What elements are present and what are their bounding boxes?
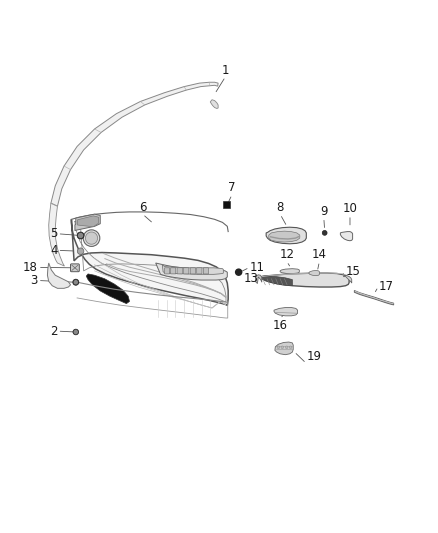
Ellipse shape bbox=[79, 233, 82, 238]
FancyBboxPatch shape bbox=[190, 268, 195, 274]
Ellipse shape bbox=[322, 230, 327, 235]
Ellipse shape bbox=[79, 249, 82, 253]
Text: 8: 8 bbox=[276, 201, 284, 214]
Text: 14: 14 bbox=[312, 248, 327, 261]
Polygon shape bbox=[309, 270, 319, 276]
Text: 9: 9 bbox=[320, 205, 328, 217]
Text: 7: 7 bbox=[228, 181, 236, 195]
FancyBboxPatch shape bbox=[177, 268, 182, 274]
Text: 3: 3 bbox=[30, 274, 38, 287]
Text: 13: 13 bbox=[244, 272, 258, 285]
Ellipse shape bbox=[73, 279, 79, 285]
Polygon shape bbox=[71, 220, 228, 305]
FancyBboxPatch shape bbox=[164, 268, 170, 274]
Ellipse shape bbox=[78, 248, 84, 254]
Polygon shape bbox=[340, 231, 353, 241]
Ellipse shape bbox=[286, 346, 288, 349]
Circle shape bbox=[236, 269, 242, 275]
Text: 15: 15 bbox=[346, 265, 360, 278]
Polygon shape bbox=[269, 231, 300, 242]
Polygon shape bbox=[261, 273, 349, 287]
Text: 18: 18 bbox=[23, 261, 38, 274]
Polygon shape bbox=[266, 227, 306, 244]
Polygon shape bbox=[86, 274, 130, 304]
Polygon shape bbox=[275, 342, 293, 354]
Bar bbox=[223, 201, 230, 208]
Ellipse shape bbox=[289, 346, 292, 349]
FancyBboxPatch shape bbox=[71, 264, 79, 272]
Text: 19: 19 bbox=[306, 350, 321, 364]
Text: 11: 11 bbox=[250, 261, 265, 274]
Polygon shape bbox=[256, 275, 262, 284]
Text: 4: 4 bbox=[50, 244, 57, 257]
Ellipse shape bbox=[85, 232, 98, 244]
Polygon shape bbox=[49, 203, 64, 266]
Text: 16: 16 bbox=[272, 319, 288, 332]
Ellipse shape bbox=[73, 329, 79, 335]
FancyBboxPatch shape bbox=[197, 268, 202, 274]
Polygon shape bbox=[274, 308, 297, 316]
Text: 1: 1 bbox=[222, 63, 230, 77]
Ellipse shape bbox=[83, 230, 100, 246]
Ellipse shape bbox=[77, 232, 84, 239]
Polygon shape bbox=[280, 269, 299, 273]
Text: 5: 5 bbox=[50, 227, 57, 240]
Text: 2: 2 bbox=[50, 325, 57, 337]
Polygon shape bbox=[344, 275, 352, 283]
Polygon shape bbox=[78, 216, 99, 227]
FancyBboxPatch shape bbox=[170, 268, 176, 274]
Polygon shape bbox=[261, 276, 292, 286]
Ellipse shape bbox=[281, 346, 284, 349]
Ellipse shape bbox=[74, 281, 78, 284]
FancyBboxPatch shape bbox=[203, 268, 208, 274]
Text: 12: 12 bbox=[279, 248, 294, 261]
Polygon shape bbox=[210, 100, 218, 108]
Polygon shape bbox=[155, 263, 227, 280]
Text: 17: 17 bbox=[378, 280, 393, 293]
Ellipse shape bbox=[277, 346, 280, 349]
Polygon shape bbox=[162, 264, 223, 274]
Text: 10: 10 bbox=[343, 202, 357, 215]
Polygon shape bbox=[354, 290, 394, 305]
FancyBboxPatch shape bbox=[184, 268, 189, 274]
Polygon shape bbox=[51, 82, 218, 206]
Polygon shape bbox=[75, 214, 100, 231]
Text: 6: 6 bbox=[139, 201, 146, 214]
Polygon shape bbox=[47, 263, 71, 288]
Ellipse shape bbox=[74, 330, 78, 334]
